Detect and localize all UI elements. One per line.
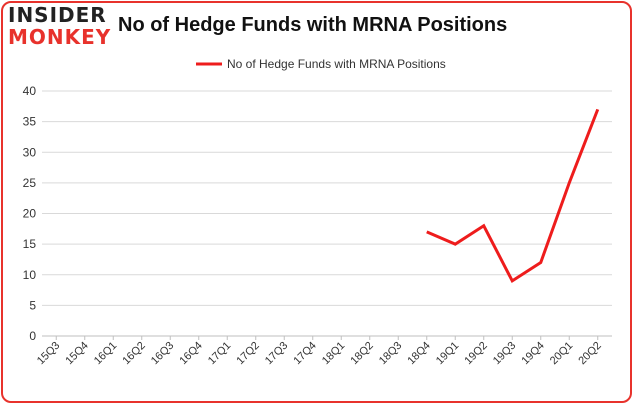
series-lines xyxy=(426,108,600,284)
y-tick-label: 20 xyxy=(23,207,37,221)
y-tick-labels: 0 5 10 15 20 25 30 35 40 xyxy=(23,84,37,343)
x-tick-label: 20Q1 xyxy=(548,340,576,368)
x-tick-label: 18Q3 xyxy=(377,340,405,368)
logo-line-2: MONKEY xyxy=(8,25,112,49)
x-tick-label: 16Q4 xyxy=(177,340,205,368)
y-tick-label: 5 xyxy=(29,298,36,312)
x-tick-label: 17Q2 xyxy=(234,340,262,368)
gridlines xyxy=(42,90,612,306)
chart-title: No of Hedge Funds with MRNA Positions xyxy=(118,14,508,36)
legend-label: No of Hedge Funds with MRNA Positions xyxy=(227,57,446,71)
x-tick-label: 19Q3 xyxy=(491,340,519,368)
legend: No of Hedge Funds with MRNA Positions xyxy=(196,57,446,71)
x-tick-label: 19Q1 xyxy=(434,340,462,368)
x-tick-label: 17Q1 xyxy=(206,340,234,368)
x-tick-label: 16Q1 xyxy=(92,340,120,368)
x-tick-label: 19Q2 xyxy=(462,340,490,368)
x-tick-labels: 15Q3 15Q4 16Q1 16Q2 16Q3 16Q4 17Q1 17Q2 17Q3 17Q4… xyxy=(35,340,604,368)
x-tick-label: 15Q4 xyxy=(63,340,91,368)
y-tick-label: 15 xyxy=(23,237,37,251)
x-tick-label: 16Q3 xyxy=(149,340,177,368)
y-tick-label: 30 xyxy=(23,145,37,159)
axes xyxy=(42,335,612,340)
y-tick-label: 40 xyxy=(23,84,37,98)
y-tick-label: 0 xyxy=(29,329,36,343)
y-tick-label: 10 xyxy=(23,268,37,282)
logo-line-1: INSIDER xyxy=(8,3,107,27)
x-tick-label: 20Q2 xyxy=(576,340,604,368)
series-line xyxy=(426,108,600,284)
x-tick-label: 15Q3 xyxy=(35,340,63,368)
x-tick-label: 18Q4 xyxy=(405,340,433,368)
x-tick-label: 18Q1 xyxy=(320,340,348,368)
y-tick-label: 35 xyxy=(23,115,37,129)
x-tick-label: 19Q4 xyxy=(519,340,547,368)
x-tick-label: 18Q2 xyxy=(348,340,376,368)
x-tick-label: 16Q2 xyxy=(120,340,148,368)
x-tick-label: 17Q4 xyxy=(291,340,319,368)
y-tick-label: 25 xyxy=(23,176,37,190)
x-tick-label: 17Q3 xyxy=(263,340,291,368)
insider-monkey-logo: INSIDER MONKEY xyxy=(8,4,118,48)
